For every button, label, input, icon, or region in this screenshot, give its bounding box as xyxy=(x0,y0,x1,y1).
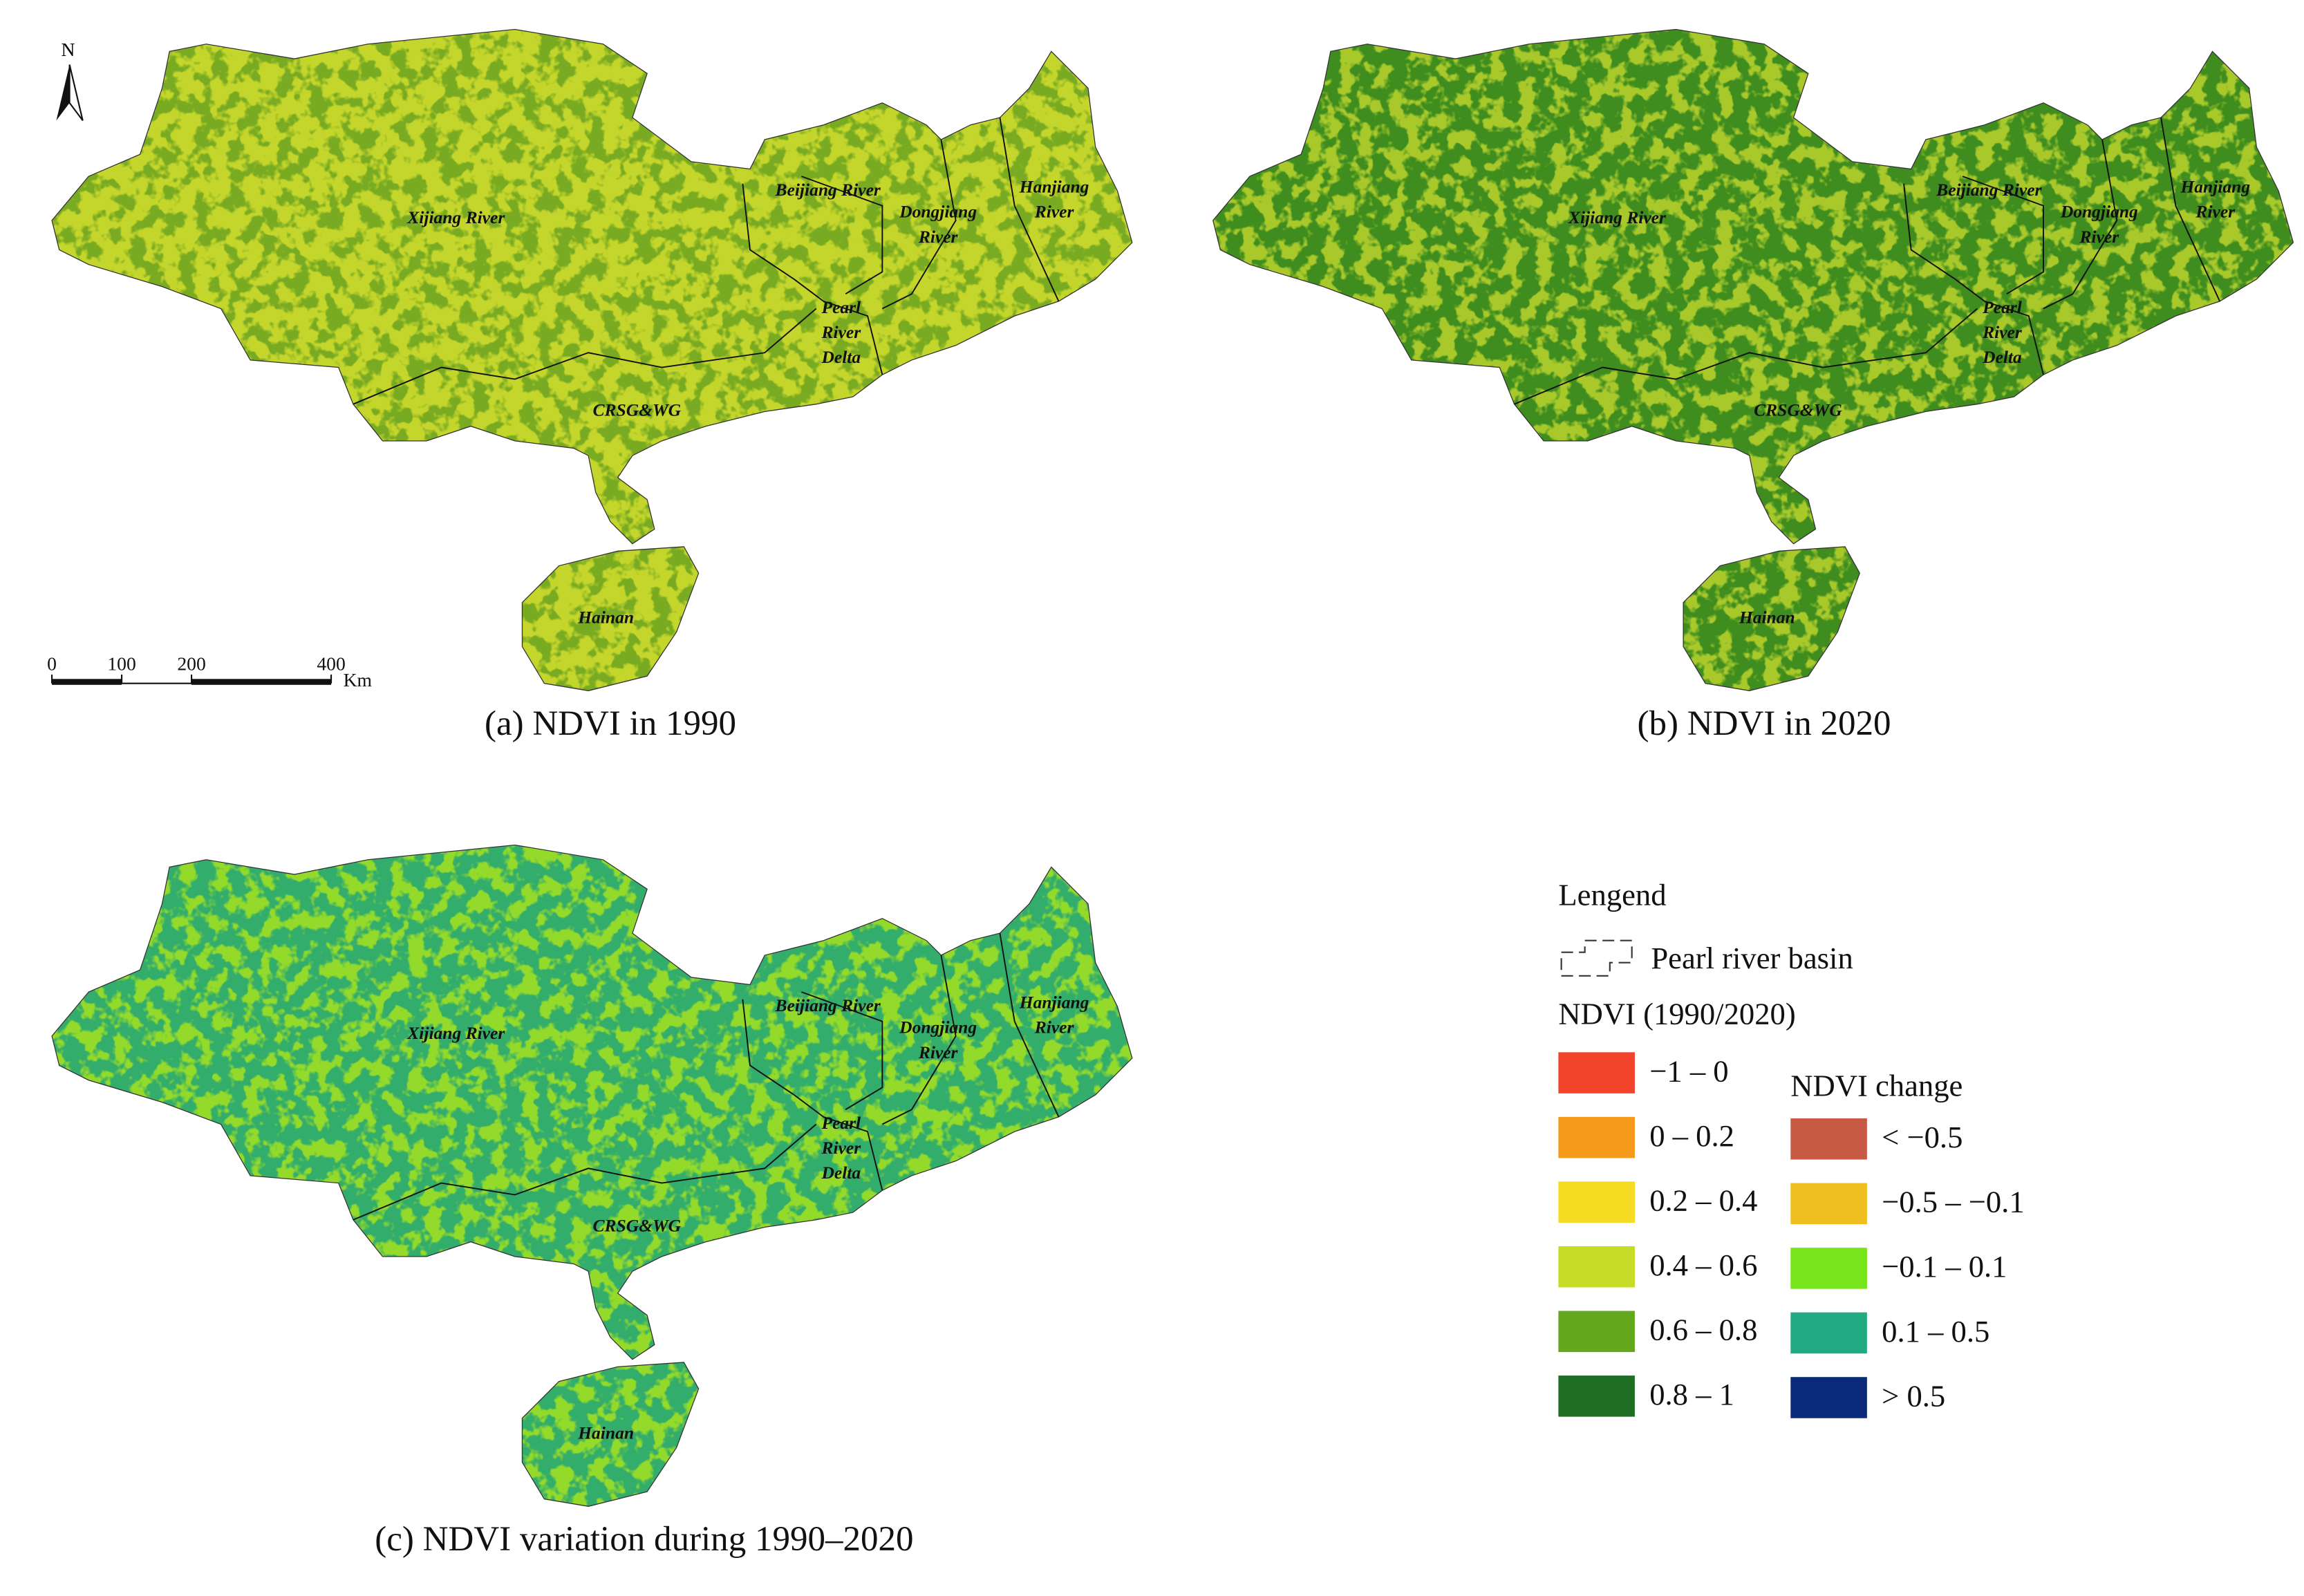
region-label: Beijiang River xyxy=(775,180,881,200)
scale-label: 0 xyxy=(47,653,57,675)
region-label: River xyxy=(1034,202,1075,222)
region-label: Delta xyxy=(821,1163,861,1183)
land-texture xyxy=(52,845,1132,1507)
legend-label: 0.2 – 0.4 xyxy=(1649,1183,1757,1218)
region-label: River xyxy=(821,1138,861,1158)
region-label: CRSG&WG xyxy=(1754,400,1842,420)
region-label: River xyxy=(2079,227,2119,247)
legend-label: 0 – 0.2 xyxy=(1649,1118,1734,1153)
region-label: River xyxy=(2195,202,2236,222)
land-texture xyxy=(52,29,1132,691)
region-label: Pearl xyxy=(1982,297,2023,317)
region-label: Dongjiang xyxy=(2060,202,2138,222)
legend-swatch xyxy=(1558,1311,1635,1353)
legend-swatch xyxy=(1790,1118,1867,1160)
region-label: Hainan xyxy=(1739,607,1795,627)
legend-label: > 0.5 xyxy=(1882,1378,1945,1413)
legend-label: −0.1 – 0.1 xyxy=(1882,1249,2007,1284)
region-label: River xyxy=(821,322,861,342)
legend-label: < −0.5 xyxy=(1882,1120,1963,1154)
scale-label: 200 xyxy=(177,653,205,675)
legend-swatch xyxy=(1558,1116,1635,1158)
scale-unit: Km xyxy=(344,669,373,691)
region-label: Dongjiang xyxy=(899,202,977,222)
legend-swatch xyxy=(1790,1312,1867,1354)
scale-label: 400 xyxy=(317,653,345,675)
legend-swatch xyxy=(1558,1246,1635,1288)
legend-label: −0.5 – −0.1 xyxy=(1882,1185,2025,1219)
region-label: Xijiang River xyxy=(406,1023,505,1043)
legend-swatch xyxy=(1558,1376,1635,1417)
legend-swatch xyxy=(1790,1248,1867,1289)
legend-title: Lengend xyxy=(1558,877,1666,912)
legend-subtitle: NDVI (1990/2020) xyxy=(1558,997,1795,1031)
region-label: Delta xyxy=(821,347,861,367)
region-label: Hanjiang xyxy=(2180,177,2250,197)
region-label: River xyxy=(918,1042,959,1062)
region-label: Hainan xyxy=(577,1423,634,1443)
map-panel: Xijiang River Beijiang River Dongjiang Rive… xyxy=(1212,28,2294,692)
legend-label: 0.4 – 0.6 xyxy=(1649,1248,1757,1282)
region-label: CRSG&WG xyxy=(593,400,682,420)
region-label: Xijiang River xyxy=(406,207,505,227)
region-label: River xyxy=(1982,322,2023,342)
scale-label: 100 xyxy=(107,653,135,675)
region-label: Beijiang River xyxy=(1936,180,2042,200)
region-label: Beijiang River xyxy=(775,995,881,1015)
boundary-icon xyxy=(1560,939,1633,977)
scale-segment xyxy=(191,679,332,685)
region-label: Delta xyxy=(1982,347,2022,367)
map-panel: Xijiang River Beijiang River Dongjiang Rive… xyxy=(51,28,1133,692)
region-label: CRSG&WG xyxy=(593,1216,682,1236)
region-label: Dongjiang xyxy=(899,1017,977,1038)
legend-label: Pearl river basin xyxy=(1651,941,1853,975)
scale-segment xyxy=(52,679,122,685)
region-label: Hainan xyxy=(577,607,634,627)
panel-caption: (c) NDVI variation during 1990–2020 xyxy=(375,1520,913,1559)
region-label: Hanjiang xyxy=(1019,993,1089,1013)
north-arrow xyxy=(68,64,84,121)
legend-label: 0.6 – 0.8 xyxy=(1649,1313,1757,1347)
region-label: River xyxy=(918,227,959,247)
region-label: Hanjiang xyxy=(1019,177,1089,197)
region-label: Pearl xyxy=(821,1113,861,1133)
panel-caption: (a) NDVI in 1990 xyxy=(485,704,736,743)
north-label: N xyxy=(61,39,75,60)
map-panel: Xijiang River Beijiang River Dongjiang Rive… xyxy=(51,844,1133,1508)
north-arrow xyxy=(56,64,70,121)
legend-label: 0.8 – 1 xyxy=(1649,1377,1734,1411)
region-label: Pearl xyxy=(821,297,861,317)
panel-caption: (b) NDVI in 2020 xyxy=(1638,704,1891,743)
legend-label: −1 – 0 xyxy=(1649,1053,1728,1088)
legend-label: 0.1 – 0.5 xyxy=(1882,1314,1989,1349)
region-label: River xyxy=(1034,1017,1075,1038)
legend-subtitle: NDVI change xyxy=(1790,1069,1963,1103)
legend-swatch xyxy=(1558,1181,1635,1223)
legend-swatch xyxy=(1790,1183,1867,1225)
land-texture xyxy=(1212,29,2294,691)
legend-swatch xyxy=(1790,1377,1867,1418)
region-label: Xijiang River xyxy=(1568,207,1667,227)
legend-swatch xyxy=(1558,1052,1635,1093)
